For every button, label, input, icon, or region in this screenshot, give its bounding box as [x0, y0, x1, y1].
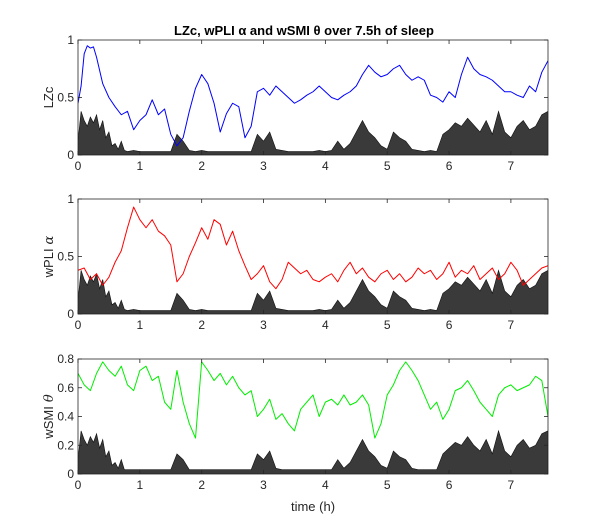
lzc-panel: 0 1 2 3 4 5 6 7 0 0.5 1 LZc	[41, 33, 549, 173]
lzc-y-tick-label: 0.5	[57, 91, 74, 105]
wpli-alpha-x-tick-label: 7	[508, 318, 515, 332]
lzc-x-tick-label: 2	[198, 159, 205, 173]
wpli-alpha-x-tick-label: 3	[260, 318, 267, 332]
wpli-alpha-panel: 0 1 2 3 4 5 6 7 0 0.5 1 wPLI α	[41, 192, 549, 332]
wsmi-theta-y-tick-label: 0.4	[57, 410, 74, 424]
lzc-y-axis-label: LZc	[41, 86, 56, 108]
lzc-x-tick-label: 7	[508, 159, 515, 173]
lzc-x-tick-label: 3	[260, 159, 267, 173]
wsmi-theta-x-tick-label: 7	[508, 478, 515, 492]
wsmi-theta-x-tick-label: 4	[322, 478, 329, 492]
wsmi-theta-y-tick-label: 0	[67, 467, 74, 481]
wsmi-theta-y-tick-label: 0.8	[57, 352, 74, 366]
wpli-alpha-x-tick-label: 6	[446, 318, 453, 332]
wsmi-theta-y-axis-label: wSMI θ	[41, 394, 57, 440]
wsmi-theta-panel: 0 1 2 3 4 5 6 7 0 0.2 0.4 0.6 0.8 wSMI θ	[41, 352, 549, 492]
wpli-alpha-y-tick-label: 0.5	[57, 250, 74, 264]
wsmi-theta-power-fill	[78, 429, 548, 474]
lzc-power-fill	[78, 110, 548, 155]
lzc-x-tick-label: 0	[75, 159, 82, 173]
wsmi-theta-series-line	[78, 361, 548, 439]
wpli-alpha-x-tick-label: 1	[136, 318, 143, 332]
wpli-alpha-x-tick-label: 2	[198, 318, 205, 332]
wpli-alpha-y-tick-label: 0	[67, 307, 74, 321]
lzc-series-line	[78, 45, 548, 147]
wsmi-theta-x-tick-label: 1	[136, 478, 143, 492]
wsmi-theta-x-tick-label: 3	[260, 478, 267, 492]
wpli-alpha-x-tick-label: 0	[75, 318, 82, 332]
lzc-x-tick-label: 1	[136, 159, 143, 173]
wsmi-theta-y-axis-label-symbol: θ	[42, 394, 57, 402]
wsmi-theta-x-tick-label: 6	[446, 478, 453, 492]
lzc-y-tick-label: 0	[67, 148, 74, 162]
wpli-alpha-x-tick-label: 4	[322, 318, 329, 332]
wsmi-theta-x-tick-label: 2	[198, 478, 205, 492]
wsmi-theta-y-tick-label: 0.2	[57, 438, 74, 452]
lzc-y-axis-label-text: LZc	[41, 86, 56, 108]
wsmi-theta-x-tick-label: 0	[75, 478, 82, 492]
figure-title: LZc, wPLI α and wSMI θ over 7.5h of slee…	[174, 23, 434, 38]
wsmi-theta-x-tick-label: 5	[384, 478, 391, 492]
wpli-alpha-y-axis-label-text: wPLI	[41, 248, 56, 278]
wpli-alpha-x-tick-label: 5	[384, 318, 391, 332]
lzc-x-tick-label: 5	[384, 159, 391, 173]
wsmi-theta-y-axis-label-text: wSMI	[41, 406, 56, 440]
wpli-alpha-power-fill	[78, 269, 548, 314]
wpli-alpha-y-axis-label-symbol: α	[42, 235, 57, 244]
lzc-x-tick-label: 4	[322, 159, 329, 173]
lzc-y-tick-label: 1	[67, 33, 74, 47]
x-axis-label: time (h)	[291, 499, 335, 514]
lzc-x-tick-label: 6	[446, 159, 453, 173]
wpli-alpha-y-tick-label: 1	[67, 192, 74, 206]
wpli-alpha-y-axis-label: wPLI α	[41, 235, 57, 278]
wpli-alpha-series-line	[78, 206, 548, 290]
wsmi-theta-y-tick-label: 0.6	[57, 381, 74, 395]
